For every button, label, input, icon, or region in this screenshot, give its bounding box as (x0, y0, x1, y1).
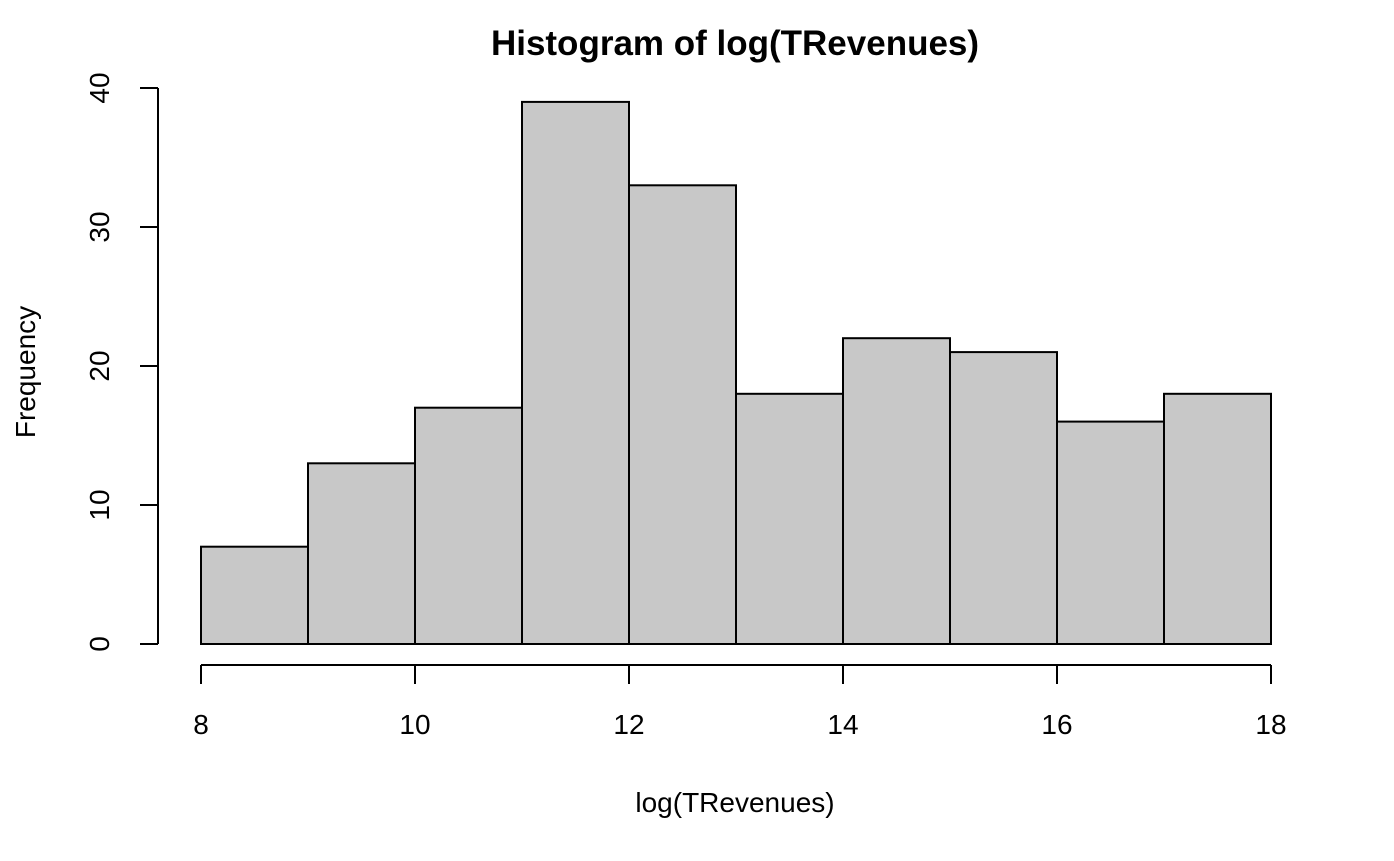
x-tick-label: 10 (399, 709, 430, 740)
y-tick-label: 20 (84, 350, 115, 381)
y-tick-label: 10 (84, 489, 115, 520)
y-tick-label: 40 (84, 72, 115, 103)
histogram-bar (735, 392, 844, 645)
x-tick-label: 16 (1041, 709, 1072, 740)
y-tick-label: 0 (84, 636, 115, 652)
y-tick-label: 30 (84, 211, 115, 242)
histogram-bar (949, 351, 1058, 645)
y-axis-label: Frequency (10, 306, 41, 438)
histogram-bar (307, 462, 416, 645)
histogram-bar (628, 184, 737, 646)
histogram-bar (842, 337, 951, 645)
y-axis: 0 10 20 30 40 (84, 72, 159, 652)
chart-title: Histogram of log(TRevenues) (491, 24, 979, 63)
x-axis: 8 10 12 14 16 18 (193, 664, 1287, 740)
x-tick-label: 18 (1255, 709, 1286, 740)
x-tick-label: 14 (827, 709, 858, 740)
x-tick-label: 12 (613, 709, 644, 740)
histogram-bar (200, 545, 309, 646)
histogram-bar (521, 100, 630, 645)
histogram-bar (1163, 392, 1272, 645)
bars-group (200, 100, 1272, 646)
histogram-bar (1056, 420, 1165, 645)
x-axis-label: log(TRevenues) (635, 787, 834, 818)
histogram-bar (414, 406, 523, 646)
x-tick-label: 8 (193, 709, 209, 740)
